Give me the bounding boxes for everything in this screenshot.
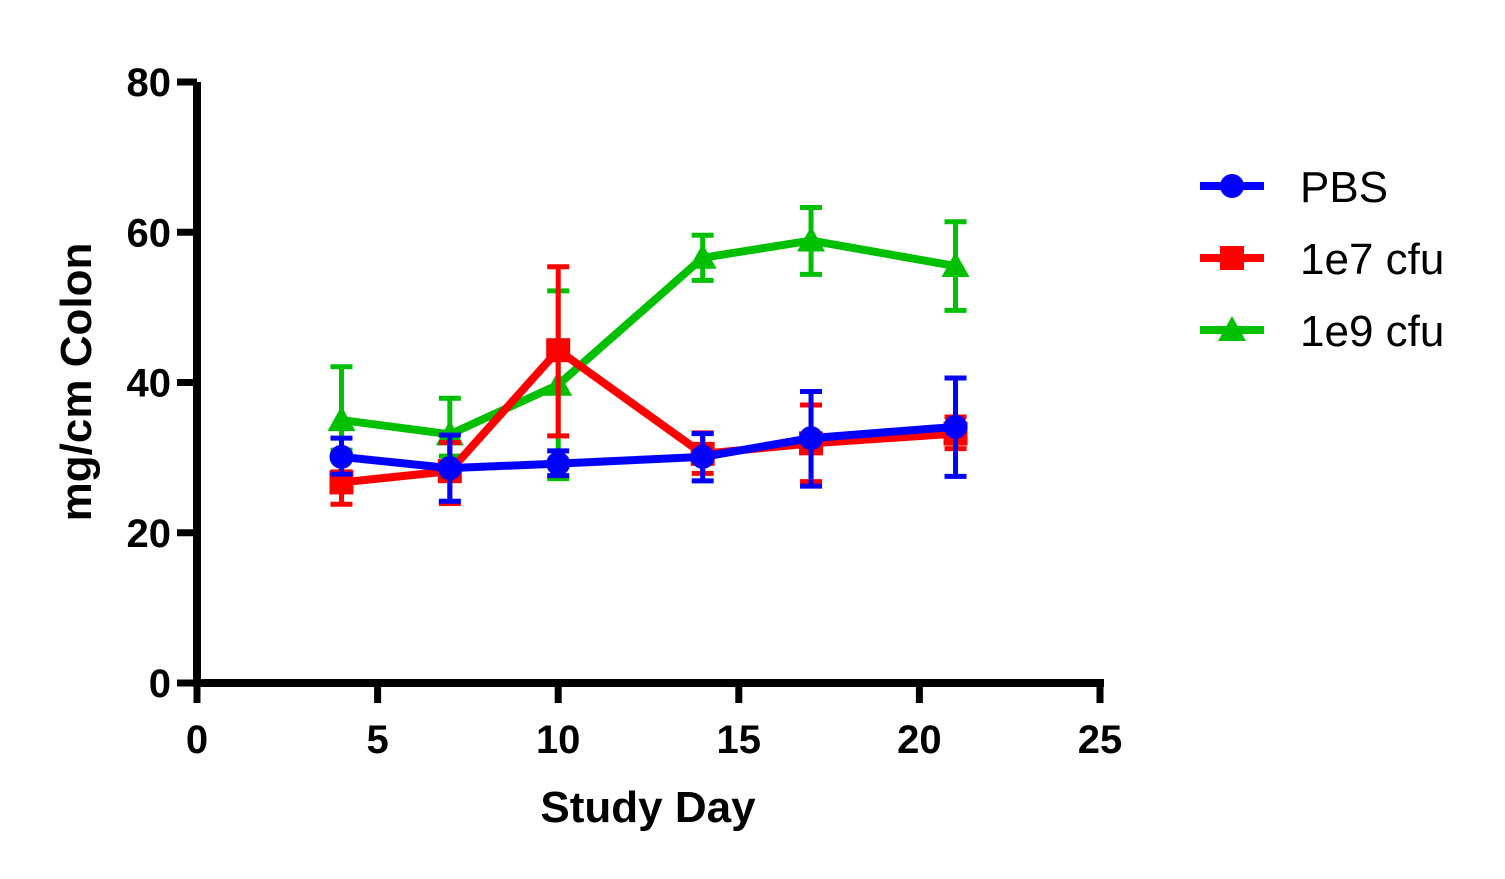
legend-label: PBS [1300,163,1388,212]
data-point [437,456,462,481]
legend-item-1e7-cfu: 1e7 cfu [1200,235,1444,284]
data-point [327,406,356,432]
series-line [340,236,957,439]
x-tick-label: 10 [536,718,581,762]
legend-marker [1220,246,1244,270]
legend: PBS 1e7 cfu 1e9 cfu [1200,163,1444,356]
data-point [690,444,715,469]
data-point [329,444,354,469]
series-layer [327,204,970,507]
x-tick-label: 25 [1078,718,1123,762]
data-point [546,338,571,363]
data-point [941,252,970,278]
x-tick-label: 5 [366,718,388,762]
series-pbs [329,375,968,504]
data-point [943,414,968,439]
x-tick-label: 20 [897,718,942,762]
legend-marker [1218,316,1246,341]
data-point [799,426,824,451]
data-point [688,243,717,269]
legend-item-pbs: PBS [1200,163,1388,212]
y-tick-label: 0 [149,662,171,706]
series-line [341,422,956,473]
legend-label: 1e9 cfu [1300,307,1444,356]
legend-label: 1e7 cfu [1300,235,1444,284]
legend-item-1e9-cfu: 1e9 cfu [1200,307,1444,356]
y-tick-label: 20 [127,512,172,556]
y-tick-label: 60 [127,211,172,255]
y-axis-title: mg/cm Colon [52,243,101,522]
axes: 0 5 10 15 20 25 0 20 40 60 80 [127,61,1123,762]
x-axis-title: Study Day [540,783,756,832]
legend-marker [1220,174,1244,198]
x-tick-label: 15 [717,718,762,762]
series-line [341,346,956,487]
y-tick-label: 80 [127,61,172,105]
data-point [797,226,826,252]
x-tick-label: 0 [186,718,208,762]
data-point [546,451,571,476]
y-tick-label: 40 [127,362,172,406]
